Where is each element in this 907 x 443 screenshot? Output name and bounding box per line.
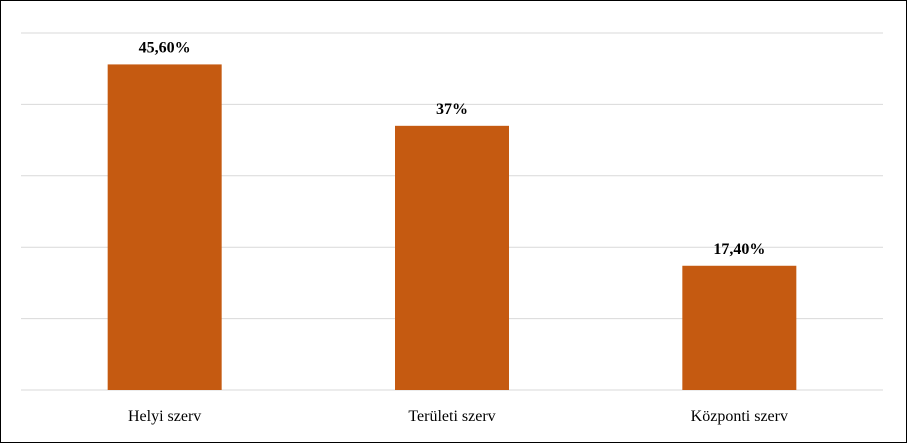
data-label: 17,40% — [713, 241, 765, 258]
bar — [682, 265, 797, 390]
bar — [107, 64, 222, 390]
data-label: 37% — [436, 101, 468, 118]
data-label: 45,60% — [139, 39, 191, 56]
bar — [395, 125, 509, 390]
x-tick-label: Központi szerv — [691, 408, 788, 425]
x-tick-label: Területi szerv — [408, 408, 495, 425]
x-tick-label: Helyi szerv — [128, 408, 201, 425]
